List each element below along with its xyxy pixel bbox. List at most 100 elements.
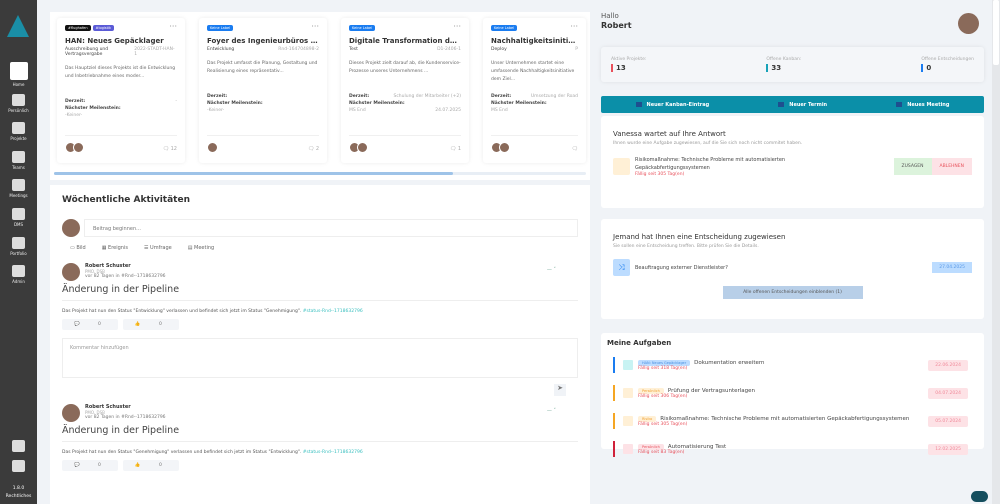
notifications-button[interactable] bbox=[0, 440, 37, 452]
waiting-subtitle: Ihnen wurde eine Aufgabe zugewiesen, auf… bbox=[613, 141, 803, 146]
project-tag[interactable]: Keine Label bbox=[349, 25, 376, 31]
comment-count[interactable]: 🗨 bbox=[572, 146, 578, 152]
page-scrollbar[interactable] bbox=[992, 0, 1000, 504]
sidebar-item-persoenlich[interactable]: Persönlich bbox=[0, 94, 37, 113]
project-card[interactable]: Keine Label ··· Digitale Transformation de… bbox=[341, 18, 469, 163]
project-phase: Entwicklung bbox=[207, 47, 235, 52]
comment-count[interactable]: 🗨 12 bbox=[163, 146, 177, 152]
post-author[interactable]: Robert Schuster bbox=[85, 263, 131, 269]
accept-button[interactable]: ZUSAGEN bbox=[893, 158, 932, 175]
project-card[interactable]: Keine Label ··· Nachhaltigkeitsinitiative:… bbox=[483, 18, 586, 163]
post-hashtag[interactable]: #status-Rnd--1718632796 bbox=[302, 450, 363, 455]
task-title[interactable]: Prüfung der Vertragsunterlagen bbox=[667, 387, 756, 394]
task-title[interactable]: Automatisierung Test bbox=[667, 443, 727, 450]
avatar[interactable] bbox=[62, 263, 80, 281]
meeting-button[interactable]: ▤ Meeting bbox=[187, 245, 215, 251]
project-card[interactable]: Keine Label ··· Foyer des Ingenieurbüros "… bbox=[199, 18, 327, 163]
new-kanban-button[interactable]: Neuer Kanban-Eintrag bbox=[635, 101, 709, 108]
sidebar-item-admin[interactable]: Admin bbox=[0, 265, 37, 284]
task-checkbox[interactable] bbox=[623, 444, 633, 454]
decision-item[interactable]: Beauftragung externer Dienstleister? bbox=[635, 264, 728, 271]
milestone-row: -Keiner- bbox=[65, 113, 177, 118]
kpi-value[interactable]: 0 bbox=[921, 64, 974, 72]
project-card[interactable]: #flughafen #logistik ··· HAN: Neues Gepäckl… bbox=[57, 18, 185, 163]
avatar[interactable] bbox=[357, 142, 368, 153]
task-due: Fällig seit 306 Tag(en) bbox=[638, 393, 688, 399]
project-title[interactable]: Digitale Transformation der Ku... bbox=[349, 37, 461, 45]
kpi-value[interactable]: 13 bbox=[611, 64, 646, 72]
sidebar-item-dms[interactable]: DMS bbox=[0, 208, 37, 227]
project-tag[interactable]: Keine Label bbox=[207, 25, 234, 31]
decline-button[interactable]: ABLEHNEN bbox=[931, 158, 972, 175]
task-tag: Persönlich bbox=[638, 387, 664, 394]
send-icon[interactable]: ➤ bbox=[554, 384, 566, 396]
task-due: Fällig seit 318 Tag(en) bbox=[638, 365, 688, 371]
project-title[interactable]: Foyer des Ingenieurbüros "Rose... bbox=[207, 37, 319, 45]
sidebar-item-projekte[interactable]: Projekte bbox=[0, 122, 37, 141]
more-icon[interactable]: ··· bbox=[453, 22, 461, 31]
avatar[interactable] bbox=[207, 142, 218, 153]
comment-icon: 🗨 bbox=[307, 145, 316, 152]
user-avatar[interactable] bbox=[958, 13, 979, 34]
post-meta: Robert Schuster PMO, DSB vor 82 Tagen in #… bbox=[85, 263, 166, 281]
poll-button[interactable]: ☰ Umfrage bbox=[143, 245, 172, 251]
comment-button[interactable]: 💬 0 bbox=[62, 460, 118, 471]
avatar[interactable] bbox=[499, 142, 510, 153]
task-item[interactable]: Risiko Risikomaßnahme: Technische Problem… bbox=[613, 411, 978, 431]
post-text-row: Das Projekt hat nun den Status "Entwickl… bbox=[62, 309, 578, 314]
sidebar-item-home[interactable]: Home bbox=[0, 62, 37, 87]
milestone-value: MS End bbox=[349, 108, 366, 113]
comment-count[interactable]: 🗨 1 bbox=[450, 146, 461, 152]
help-button[interactable] bbox=[971, 491, 988, 502]
legal-link[interactable]: Rechtliches bbox=[5, 494, 32, 499]
task-title[interactable]: Risikomaßnahme: Technische Probleme mit … bbox=[660, 415, 910, 422]
like-button[interactable]: 👍 0 bbox=[122, 460, 179, 471]
post-hashtag[interactable]: #status-Rnd--1718632796 bbox=[302, 309, 363, 314]
kpi-value[interactable]: 33 bbox=[766, 64, 801, 72]
comment-input[interactable]: Kommentar hinzufügen bbox=[62, 338, 578, 378]
post-menu-icon[interactable]: — ˅ bbox=[546, 267, 556, 273]
task-item[interactable]: Persönlich Automatisierung Test Fällig sei… bbox=[613, 439, 978, 459]
task-item[interactable]: HAN: Neues Gepäcklager Dokumentation erwe… bbox=[613, 355, 978, 375]
project-description: Dieses Projekt zielt darauf ab, die Kund… bbox=[349, 61, 461, 74]
task-checkbox[interactable] bbox=[623, 388, 633, 398]
waiting-task[interactable]: Risikomaßnahme: Technische Probleme mit … bbox=[635, 157, 786, 171]
user-settings-button[interactable] bbox=[0, 460, 37, 472]
post-author[interactable]: Robert Schuster bbox=[85, 404, 131, 410]
project-tag[interactable]: #flughafen bbox=[65, 25, 91, 31]
project-title[interactable]: Nachhaltigkeitsinitiative: C bbox=[491, 37, 578, 45]
post-ref[interactable]: #Rnd--1718632796 bbox=[121, 274, 166, 279]
comment-button[interactable]: 💬 0 bbox=[62, 319, 118, 330]
new-meeting-button[interactable]: Neues Meeting bbox=[896, 101, 949, 108]
event-button[interactable]: ▦ Ereignis bbox=[101, 245, 128, 251]
waiting-title: Vanessa wartet auf Ihre Antwort bbox=[613, 130, 726, 138]
sidebar-item-portfolio[interactable]: Portfolio bbox=[0, 237, 37, 256]
sidebar-item-meetings[interactable]: Meetings bbox=[0, 179, 37, 198]
task-item[interactable]: Persönlich Prüfung der Vertragsunterlagen… bbox=[613, 383, 978, 403]
task-title[interactable]: Dokumentation erweitern bbox=[694, 359, 765, 366]
comment-count[interactable]: 🗨 2 bbox=[308, 146, 319, 152]
sidebar-item-teams[interactable]: Teams bbox=[0, 151, 37, 170]
post-input[interactable]: Beitrag beginnen... bbox=[84, 219, 578, 237]
comment-icon: 🗨 bbox=[162, 145, 171, 152]
task-checkbox[interactable] bbox=[623, 360, 633, 370]
like-button[interactable]: 👍 0 bbox=[122, 319, 179, 330]
task-checkbox[interactable] bbox=[623, 416, 633, 426]
post-menu-icon[interactable]: — ˅ bbox=[546, 408, 556, 414]
more-icon[interactable]: ··· bbox=[570, 22, 578, 31]
avatar[interactable] bbox=[62, 404, 80, 422]
dashboard-icon bbox=[9, 62, 28, 80]
project-tag[interactable]: #logistik bbox=[92, 25, 114, 31]
project-title[interactable]: HAN: Neues Gepäcklager bbox=[65, 37, 164, 45]
task-tag: Persönlich bbox=[638, 443, 664, 450]
carousel-scrollbar[interactable] bbox=[54, 172, 586, 175]
post-ref[interactable]: #Rnd--1718632796 bbox=[121, 415, 166, 420]
more-icon[interactable]: ··· bbox=[311, 22, 319, 31]
avatar[interactable] bbox=[73, 142, 84, 153]
show-all-decisions-button[interactable]: Alle offenen Entscheidungen einblenden (… bbox=[722, 286, 863, 299]
image-button[interactable]: ▭ Bild bbox=[70, 245, 86, 251]
project-tag[interactable]: Keine Label bbox=[491, 25, 518, 31]
more-icon[interactable]: ··· bbox=[169, 22, 177, 31]
new-appointment-button[interactable]: Neuer Termin bbox=[778, 101, 827, 108]
like-count: 0 bbox=[152, 460, 168, 471]
